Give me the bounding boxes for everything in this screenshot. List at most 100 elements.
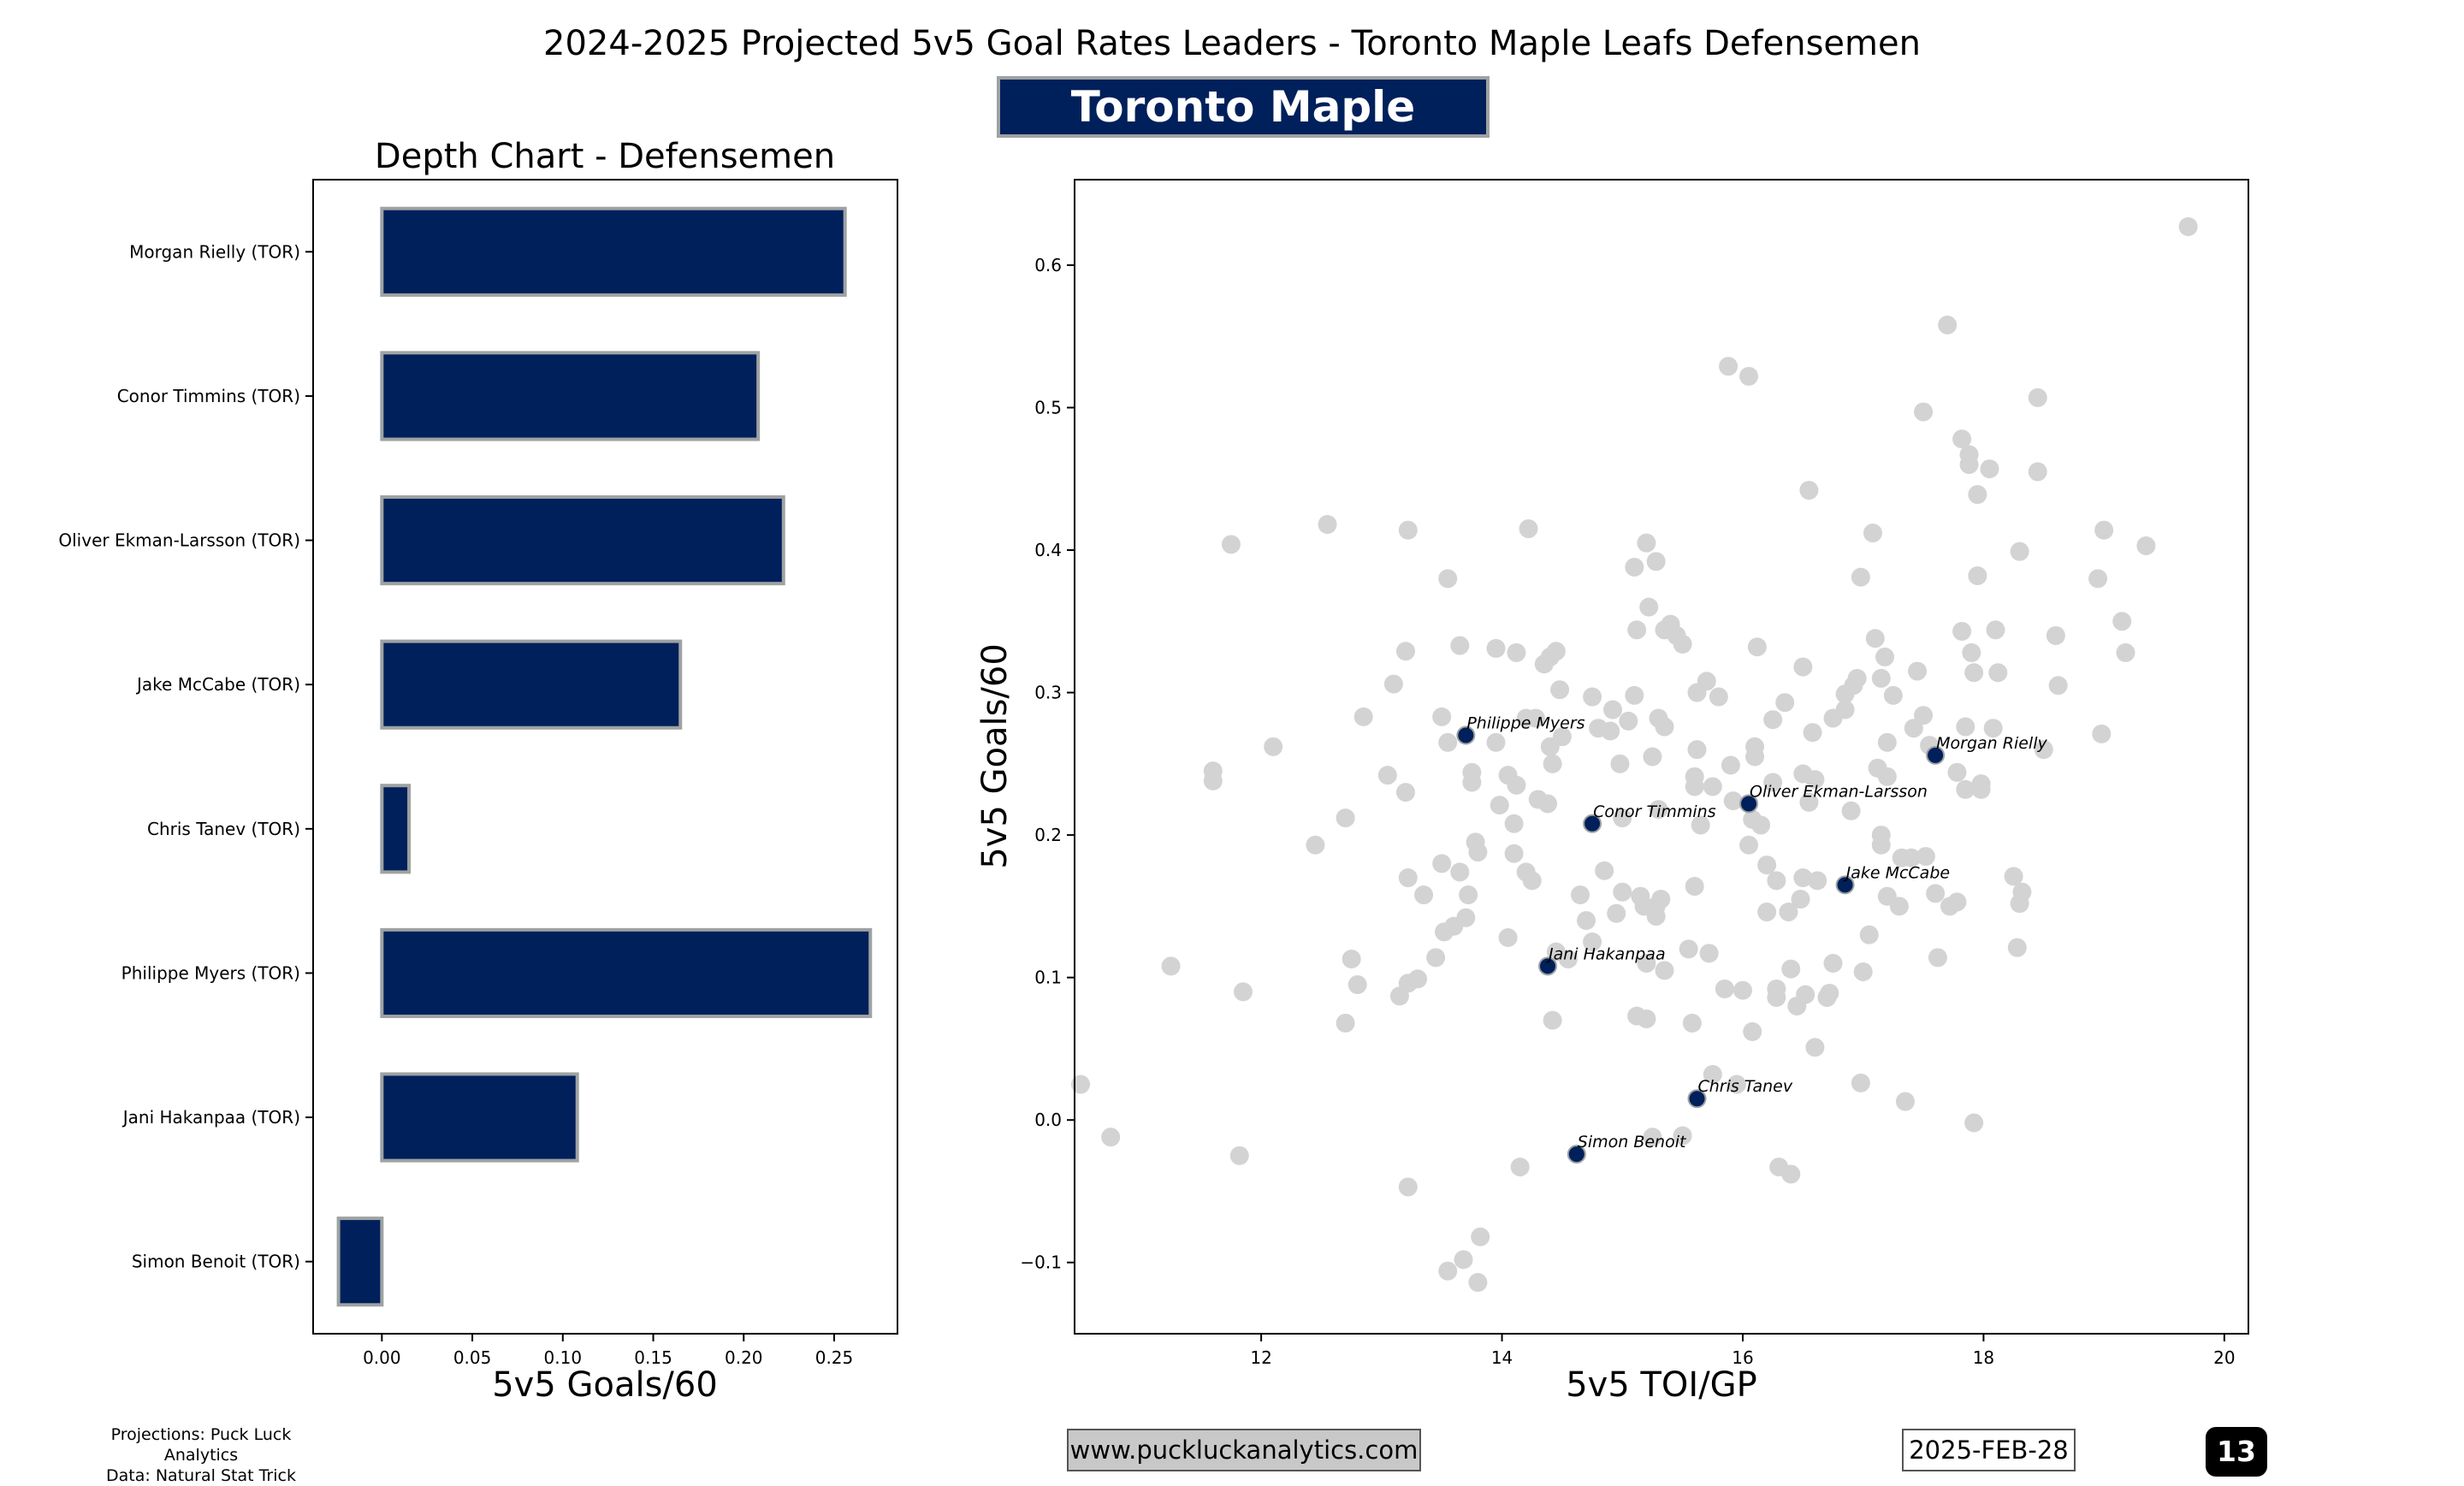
league-point (1462, 773, 1482, 792)
league-point (1820, 983, 1839, 1003)
player-point (1567, 1145, 1586, 1164)
page-title: 2024-2025 Projected 5v5 Goal Rates Leade… (543, 24, 1921, 63)
source-data: Data: Natural Stat Trick (106, 1466, 296, 1485)
league-point (1627, 620, 1647, 640)
league-point (1715, 979, 1734, 998)
scatter-frame (1074, 179, 2249, 1335)
y-tick-label: 0.1 (1034, 968, 1062, 988)
x-tick-label: 16 (1732, 1347, 1753, 1368)
league-point (1895, 1092, 1915, 1111)
league-point (1583, 687, 1602, 707)
league-point (1619, 711, 1638, 731)
league-point (1865, 629, 1885, 648)
league-point (1522, 871, 1542, 891)
league-point (1655, 961, 1674, 980)
league-point (1877, 732, 1897, 752)
league-point (1988, 663, 2008, 683)
league-point (1841, 801, 1861, 820)
depth-bar (380, 784, 412, 874)
league-point (1395, 642, 1415, 661)
league-point (1161, 956, 1181, 976)
league-point (1507, 775, 1526, 795)
y-tick-label: 0.3 (1034, 683, 1062, 703)
league-point (2028, 388, 2047, 407)
league-point (1723, 791, 1743, 811)
league-point (1571, 885, 1590, 905)
league-point (1203, 771, 1223, 790)
league-point (1947, 762, 1967, 782)
league-point (1454, 1250, 1473, 1270)
player-point (1687, 1089, 1707, 1109)
depth-bar (380, 494, 785, 586)
player-point (1538, 956, 1558, 976)
player-label: Conor Timmins (TOR) (117, 386, 300, 406)
league-point (1847, 668, 1867, 688)
y-tick-label: −0.1 (1020, 1252, 1062, 1273)
player-label: Simon Benoit (TOR) (132, 1252, 300, 1272)
league-point (1691, 815, 1710, 835)
y-tick-label: 0.4 (1034, 540, 1062, 560)
league-point (1875, 647, 1895, 666)
league-point (1908, 661, 1928, 681)
league-point (1438, 732, 1458, 752)
league-point (1763, 710, 1783, 730)
league-point (1968, 485, 1987, 505)
league-point (1414, 885, 1434, 905)
league-point (1613, 882, 1632, 902)
depth-chart: Depth Chart - Defensemen 0.00 0.05 0.10 0.1… (58, 137, 898, 1405)
league-point (1471, 1227, 1490, 1246)
league-point (1519, 519, 1538, 539)
league-point (1552, 727, 1572, 747)
league-point (1383, 674, 1403, 694)
league-point (1071, 1075, 1091, 1094)
league-point (2034, 740, 2053, 760)
league-point (1490, 796, 1509, 815)
league-point (1805, 770, 1825, 790)
league-point (1697, 672, 1716, 691)
player-point-label: Jani Hakanpaa (1545, 944, 1666, 963)
league-point (1956, 779, 1975, 799)
league-point (1682, 1013, 1702, 1033)
league-point (1510, 1157, 1530, 1177)
league-point (1952, 429, 1972, 449)
league-point (1914, 402, 1934, 422)
depth-chart-title: Depth Chart - Defensemen (375, 137, 835, 176)
league-point (1971, 774, 1991, 794)
league-point (1699, 944, 1719, 963)
league-point (1353, 707, 1373, 726)
league-point (1306, 835, 1325, 855)
league-point (1793, 868, 1813, 888)
website-link[interactable]: www.puckluckanalytics.com (1067, 1429, 1421, 1471)
league-point (1468, 843, 1488, 862)
x-tick-label: 0.05 (453, 1347, 492, 1368)
league-point (1775, 693, 1795, 713)
league-point (1538, 794, 1558, 814)
league-point (1504, 814, 1524, 833)
league-point (1546, 642, 1566, 661)
league-point (1646, 907, 1666, 927)
league-point (1625, 685, 1644, 705)
league-point (1835, 700, 1855, 719)
y-tick-label: 0.0 (1034, 1110, 1062, 1130)
league-point (1883, 685, 1903, 705)
league-point (1793, 657, 1813, 677)
player-point-label: Philippe Myers (1466, 714, 1584, 733)
league-point (1757, 855, 1777, 875)
league-point (1336, 808, 1355, 828)
scatter-x-label: 5v5 TOI/GP (1566, 1365, 1757, 1405)
league-point (1229, 1146, 1249, 1165)
league-point (1959, 445, 1979, 465)
league-point (1504, 844, 1524, 863)
league-point (1643, 747, 1662, 767)
league-point (1751, 815, 1771, 835)
league-point (1791, 890, 1810, 909)
x-tick-label: 20 (2213, 1347, 2235, 1368)
league-point (2094, 520, 2114, 540)
league-point (1727, 1075, 1746, 1094)
league-point (1719, 357, 1738, 376)
league-point (1799, 481, 1819, 500)
league-point (2088, 569, 2108, 589)
league-point (1101, 1128, 1121, 1147)
league-point (1781, 1164, 1801, 1184)
